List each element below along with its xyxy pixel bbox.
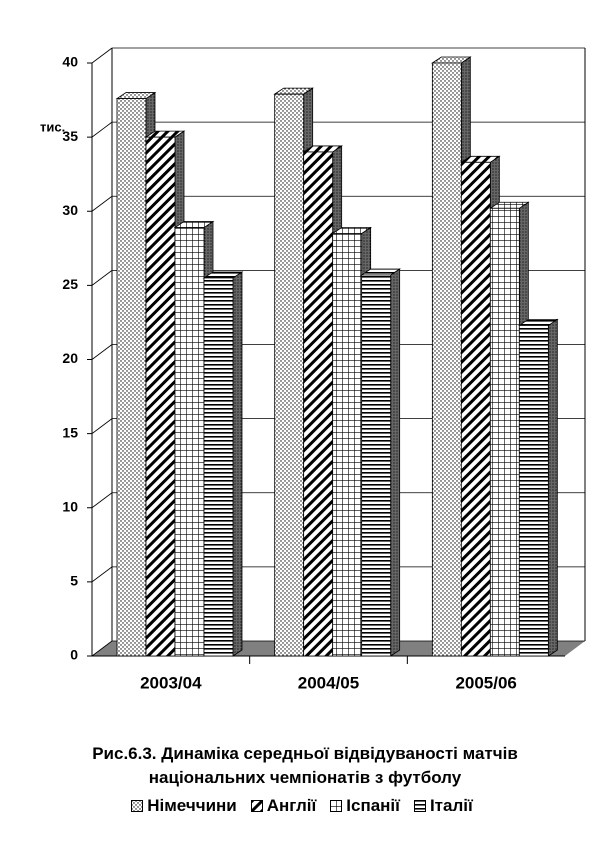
grid-line-depth	[91, 640, 113, 657]
grid-line-depth	[91, 47, 113, 64]
y-tick-label: 20	[62, 350, 78, 366]
grid-line-depth	[91, 418, 113, 434]
grid-line-depth	[91, 492, 113, 509]
y-tick-label: 25	[62, 276, 78, 292]
grid-line-depth	[91, 566, 113, 583]
legend-swatch	[413, 800, 426, 812]
bar-side	[547, 318, 558, 657]
legend-item: Німеччини	[131, 796, 237, 816]
bar-group	[360, 268, 401, 657]
bar	[203, 277, 234, 657]
legend-swatch-rect	[250, 800, 263, 812]
legend-label: Іспанії	[346, 796, 400, 815]
bar	[431, 62, 462, 657]
grid-line-depth	[91, 270, 113, 286]
legend-swatch-rect	[330, 800, 343, 812]
bar	[303, 151, 334, 657]
y-tick-label: 35	[62, 128, 78, 144]
bar	[460, 161, 491, 657]
legend-label: Італії	[429, 796, 473, 815]
bar-group	[518, 318, 559, 657]
y-tick-label: 5	[70, 573, 78, 589]
chart-title: Рис.6.3. Динаміка середньої відвідуванос…	[92, 744, 518, 787]
grid-line-depth	[91, 121, 113, 138]
bar	[489, 207, 520, 657]
bar	[332, 233, 363, 657]
y-tick-label: 40	[62, 54, 78, 70]
y-tick-label: 15	[62, 424, 78, 440]
legend-swatch	[131, 800, 144, 812]
bar-side	[232, 271, 243, 657]
y-tick-label: 30	[62, 202, 78, 218]
legend-item: Іспанії	[330, 796, 400, 816]
bar	[174, 227, 205, 657]
legend-label: Німеччини	[147, 796, 237, 815]
bar	[274, 93, 305, 657]
y-unit: тис.	[40, 119, 65, 134]
legend-swatch-rect	[131, 800, 144, 812]
bar-group	[202, 271, 244, 657]
y-tick-label: 0	[70, 647, 78, 663]
bar	[145, 136, 176, 657]
x-tick-label: 2005/06	[455, 673, 516, 692]
legend-item: Англії	[250, 796, 317, 816]
legend-swatch-rect	[413, 800, 426, 812]
x-tick-label: 2004/05	[298, 673, 359, 692]
legend-label: Англії	[266, 796, 317, 815]
grid-line-depth	[91, 195, 113, 212]
chart: тис. 0 5 10 15 20 25 30 35 40 2003/04 2004/05 2005/…	[40, 47, 586, 692]
bar	[116, 98, 147, 657]
legend-swatch	[250, 800, 263, 812]
y-tick-label: 10	[62, 498, 78, 514]
legend-item: Італії	[413, 796, 473, 816]
bar-side	[390, 268, 401, 657]
legend: Німеччини Англії Іспанії Італії	[0, 796, 604, 816]
bar	[361, 274, 392, 657]
legend-swatch	[330, 800, 343, 812]
grid-line-depth	[91, 344, 113, 360]
x-tick-label: 2003/04	[140, 673, 202, 692]
bar	[518, 325, 549, 657]
